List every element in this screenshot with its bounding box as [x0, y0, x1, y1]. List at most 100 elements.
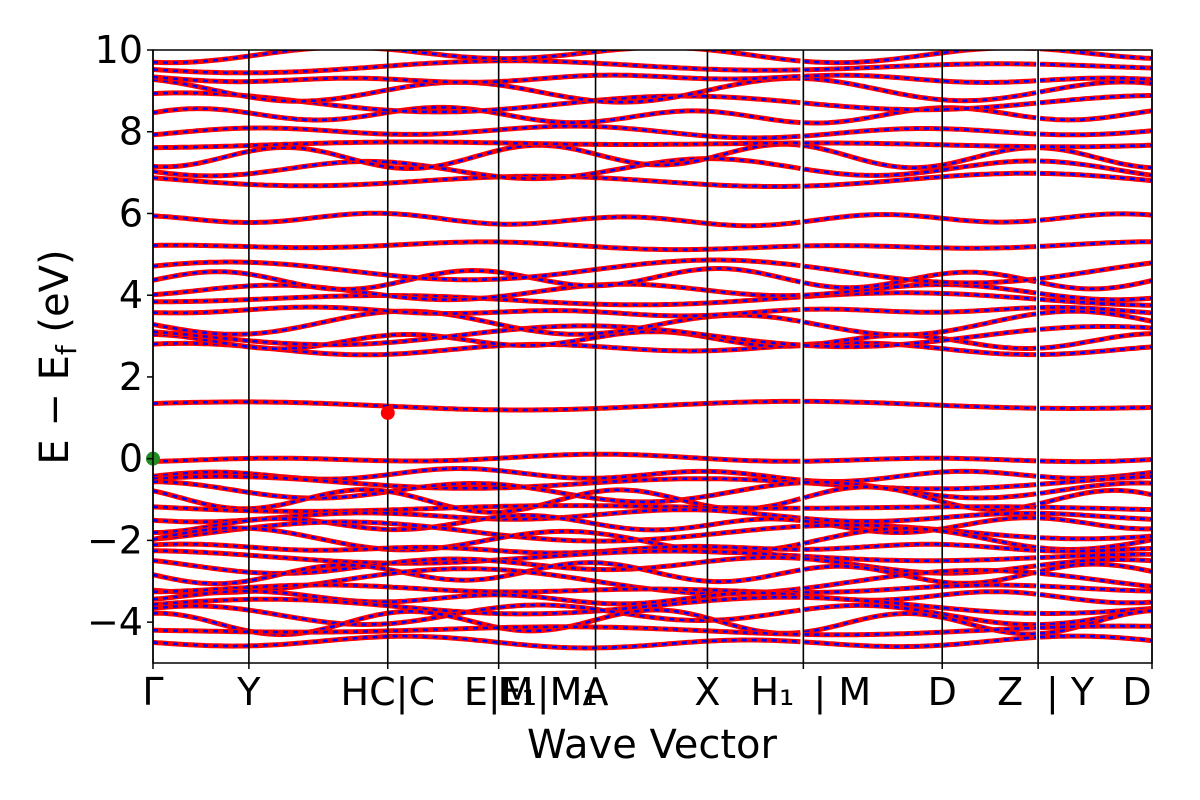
band-line-blue [1040, 505, 1152, 511]
band-line-blue [153, 305, 801, 318]
x-tick-label: | M [813, 670, 871, 715]
band-line-blue [804, 283, 1037, 297]
band-line-blue [804, 106, 1037, 125]
y-tick-label: 8 [119, 110, 143, 154]
y-tick-label: 10 [95, 28, 143, 72]
band-line-blue [1040, 76, 1152, 82]
band-line-blue [1039, 562, 1152, 573]
band-line-red [1039, 533, 1152, 542]
band-line-blue [804, 244, 1037, 250]
band-line-blue [1039, 558, 1152, 567]
band-line-red [1039, 633, 1152, 644]
x-tick-label: E|M [464, 670, 534, 715]
band-line-red [1040, 404, 1152, 411]
band-line-blue [153, 77, 801, 104]
band-line-blue [153, 520, 801, 543]
band-line-blue [1040, 325, 1152, 331]
band-line-blue [804, 400, 1037, 410]
band-line-blue [1039, 109, 1152, 122]
band-line-blue [804, 141, 1037, 148]
band-line-blue [153, 467, 801, 482]
band-line-blue [804, 172, 1037, 188]
x-tick-label: D [1122, 670, 1151, 714]
band-line-blue [804, 101, 1037, 111]
band-line-red [1039, 551, 1152, 561]
y-tick-label: 6 [119, 191, 143, 235]
band-line-blue [1040, 406, 1152, 410]
band-lines [153, 50, 1152, 651]
band-line-blue [1039, 489, 1152, 505]
band-line-blue [804, 555, 1037, 562]
band-line-blue [1039, 538, 1152, 551]
band-line-blue [1039, 212, 1152, 222]
band-line-blue [153, 504, 801, 513]
band-line-red [803, 484, 1037, 513]
band-line-red [153, 50, 801, 66]
band-line-blue [804, 341, 1037, 356]
band-line-blue [804, 596, 1037, 615]
band-line-red [1039, 561, 1152, 574]
band-line-blue [804, 457, 1037, 463]
band-line-blue [1039, 475, 1152, 486]
band-line-blue [1040, 512, 1152, 521]
band-line-blue [804, 481, 1037, 491]
x-tick-label: A [583, 670, 609, 714]
band-line-blue [1040, 547, 1152, 553]
band-line-blue [804, 569, 1037, 590]
band-line-blue [153, 59, 801, 75]
band-line-blue [1040, 607, 1152, 615]
band-line-blue [153, 174, 801, 188]
band-line-blue [804, 626, 1037, 636]
band-line-blue [153, 324, 801, 347]
band-line-blue [804, 604, 1037, 626]
y-tick-label: −4 [87, 600, 143, 644]
band-line-blue [1040, 159, 1152, 177]
band-line-red [153, 141, 801, 171]
x-tick-label: HC|C [341, 670, 435, 715]
band-line-red [803, 525, 1037, 550]
band-line-blue [1039, 481, 1152, 495]
band-line-blue [804, 328, 1037, 348]
band-line-red [1039, 93, 1152, 106]
band-line-red [153, 58, 801, 76]
band-line-blue [1039, 292, 1152, 301]
band-line-blue [153, 258, 801, 281]
band-line-blue [153, 124, 801, 140]
band-line-blue [804, 505, 1037, 510]
band-line-blue [153, 452, 801, 463]
band-line-blue [804, 213, 1037, 224]
x-tick-label: Z [997, 670, 1023, 714]
band-line-blue [1040, 129, 1152, 137]
band-line-blue [153, 140, 801, 149]
band-line-red [1040, 61, 1152, 71]
band-line-blue [804, 62, 1037, 72]
y-axis-title-suffix: (eV) [32, 249, 78, 345]
band-line-red [1039, 145, 1152, 171]
band-line-blue [153, 634, 801, 650]
band-line-blue [153, 157, 801, 180]
band-line-blue [153, 567, 801, 595]
band-line-blue [153, 556, 801, 575]
band-line-red [803, 143, 1037, 171]
y-axis-ticks: −4 −2 0 2 4 6 8 10 [87, 28, 153, 644]
band-line-blue [1040, 552, 1152, 559]
band-line-blue [153, 603, 801, 626]
band-line-blue [153, 583, 801, 594]
x-tick-label: E₁|M₁ [498, 670, 598, 715]
band-line-blue [804, 583, 1037, 594]
band-line-blue [804, 159, 1037, 177]
band-line-red [1039, 324, 1152, 332]
band-line-blue [1039, 593, 1152, 605]
band-line-blue [1040, 332, 1152, 350]
x-tick-label: D [928, 670, 957, 714]
band-line-blue [1040, 634, 1152, 642]
x-tick-label: H₁ [750, 670, 794, 714]
y-tick-label: 0 [119, 437, 143, 481]
band-edge-marker [380, 405, 395, 420]
band-line-red [1040, 457, 1152, 465]
band-line-red [1039, 79, 1152, 95]
band-line-blue [153, 342, 801, 357]
band-line-blue [1040, 50, 1152, 60]
band-line-red [1039, 239, 1152, 249]
band-line-blue [153, 240, 801, 251]
